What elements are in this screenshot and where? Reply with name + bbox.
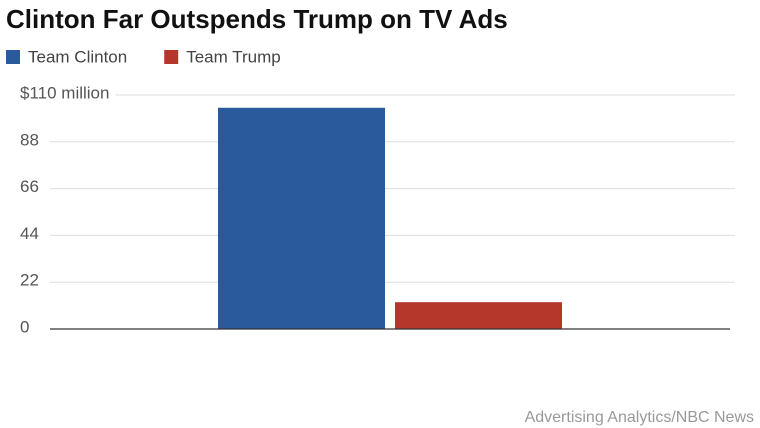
y-tick-label: 44 [20, 224, 39, 243]
y-tick-label: 22 [20, 271, 39, 290]
legend-swatch [164, 50, 179, 64]
y-tick-label: $110 million [20, 83, 109, 102]
legend-label: Team Trump [186, 47, 280, 66]
bar [395, 302, 562, 329]
legend-label: Team Clinton [28, 47, 127, 66]
bar [218, 107, 385, 329]
source: Advertising Analytics/NBC News [525, 409, 754, 426]
y-tick-label: 66 [20, 177, 39, 196]
y-tick-label: 0 [20, 317, 29, 336]
legend-swatch [6, 50, 20, 64]
chart-title: Clinton Far Outspends Trump on TV Ads [6, 4, 508, 34]
y-tick-label: 88 [20, 130, 39, 149]
